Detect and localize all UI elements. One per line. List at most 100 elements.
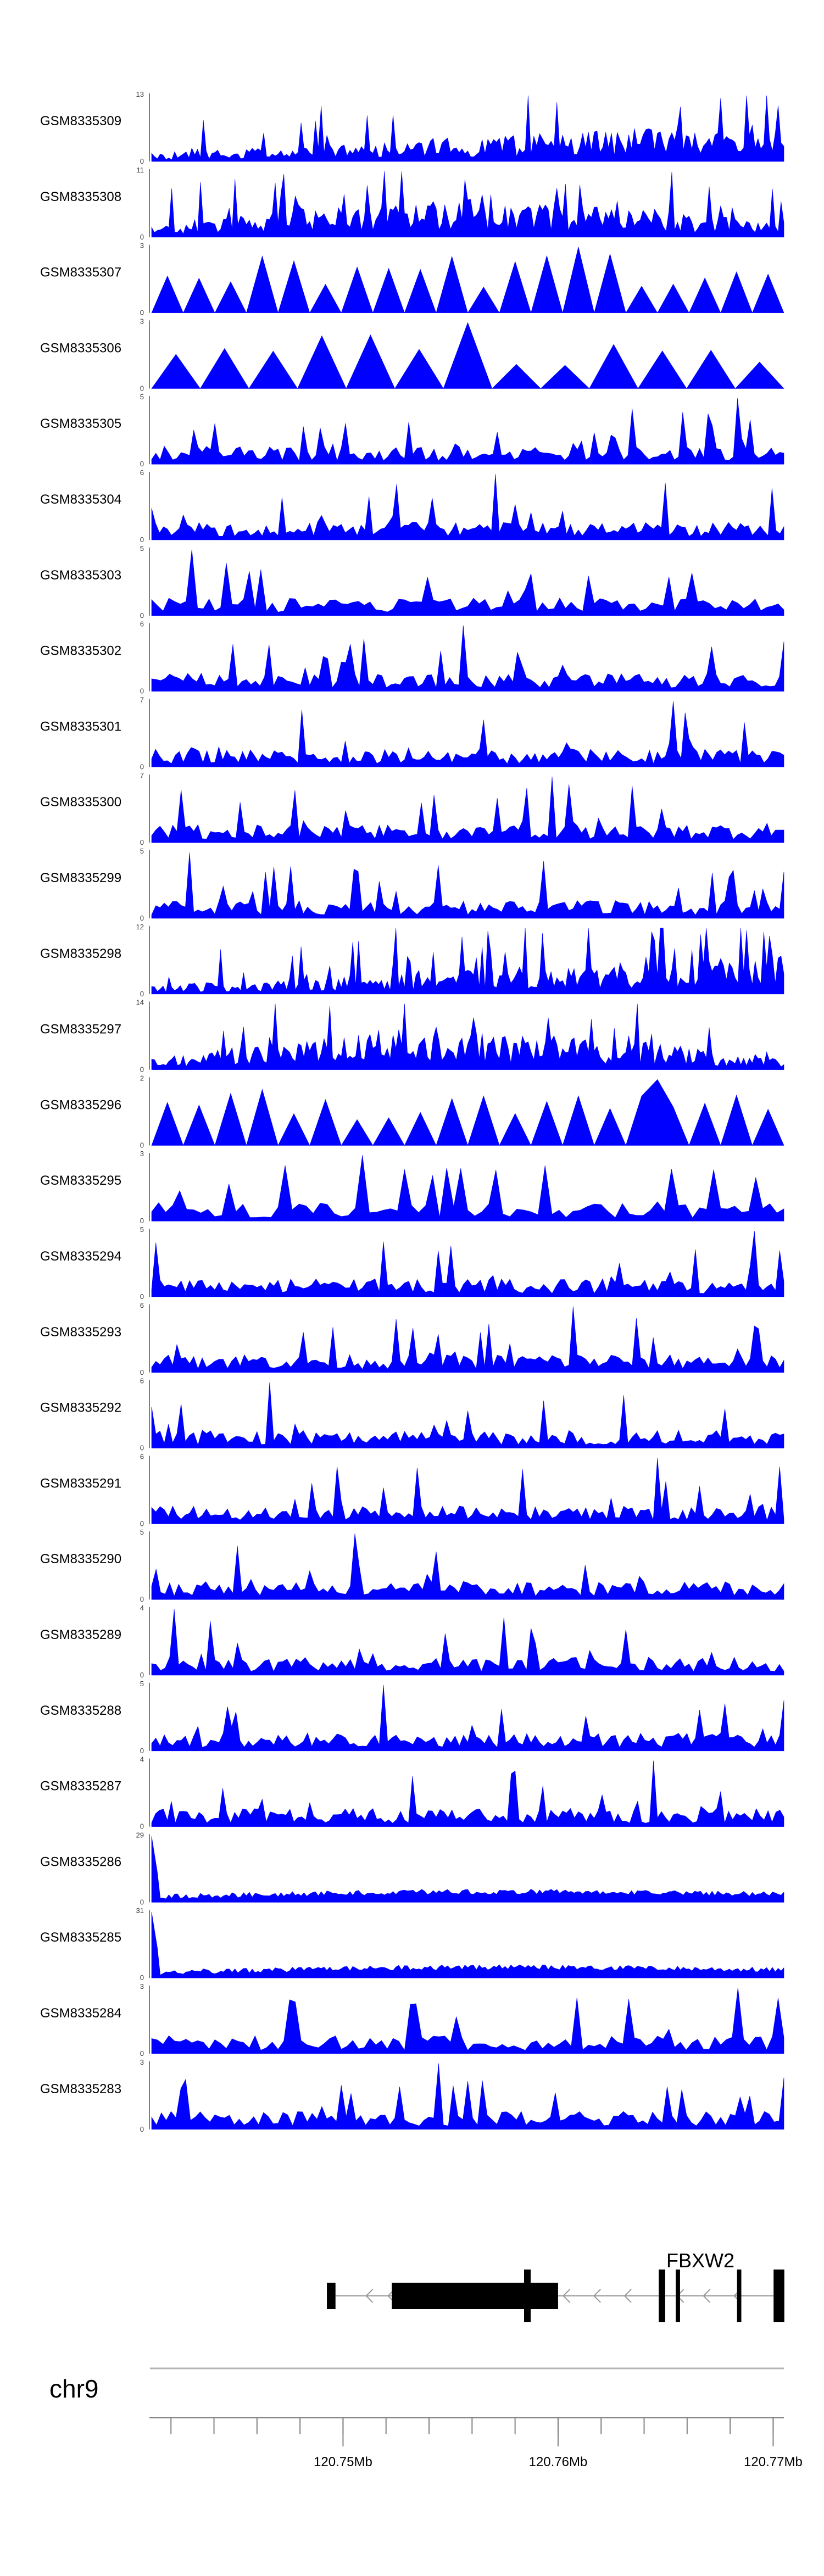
ideogram-track: chr9 — [49, 2367, 784, 2403]
coverage-area — [151, 1609, 784, 1676]
track-ymin-label: 0 — [140, 990, 144, 998]
track-ymin-label: 0 — [140, 838, 144, 846]
track-ymin-label: 0 — [140, 611, 144, 620]
track-name-label: GSM8335284 — [40, 2006, 121, 2021]
strand-arrow — [593, 2289, 601, 2303]
track-ymin-label: 0 — [140, 1671, 144, 1679]
track-name-label: GSM8335294 — [40, 1249, 121, 1264]
coverage-area — [151, 1836, 784, 1903]
track-name-label: GSM8335287 — [40, 1779, 121, 1794]
track-ymin-label: 0 — [140, 1444, 144, 1452]
track-name-label: GSM8335308 — [40, 189, 121, 204]
coverage-track: GSM8335290 5 0 — [40, 1528, 784, 1603]
coverage-track: GSM8335299 5 0 — [40, 847, 784, 922]
coverage-track: GSM8335294 5 0 — [40, 1225, 784, 1301]
gene-exon — [737, 2270, 742, 2322]
track-name-label: GSM8335298 — [40, 946, 121, 961]
track-name-label: GSM8335305 — [40, 416, 121, 431]
track-ymin-label: 0 — [140, 309, 144, 317]
track-name-label: GSM8335293 — [40, 1325, 121, 1340]
coverage-track: GSM8335284 3 0 — [40, 1982, 784, 2058]
track-ymin-label: 0 — [140, 687, 144, 695]
strand-arrow — [623, 2289, 632, 2303]
coverage-track: GSM8335305 5 0 — [40, 393, 784, 468]
coverage-area — [151, 852, 784, 919]
coverage-track: GSM8335308 11 0 — [40, 166, 784, 241]
coverage-track: GSM8335301 7 0 — [40, 695, 784, 771]
coverage-area — [151, 1534, 784, 1600]
coverage-area — [151, 1155, 784, 1222]
track-ymin-label: 0 — [140, 1292, 144, 1301]
track-ymin-label: 0 — [140, 1066, 144, 1074]
track-name-label: GSM8335290 — [40, 1552, 121, 1566]
coverage-area — [151, 322, 784, 389]
gene-exon — [773, 2270, 784, 2322]
track-name-label: GSM8335301 — [40, 719, 121, 734]
track-ymax-label: 4 — [140, 1604, 144, 1612]
coverage-area — [151, 625, 784, 692]
coverage-area — [151, 1382, 784, 1448]
coverage-area — [151, 928, 784, 995]
coverage-track: GSM8335303 5 0 — [40, 544, 784, 620]
track-name-label: GSM8335292 — [40, 1401, 121, 1415]
track-name-label: GSM8335295 — [40, 1173, 121, 1188]
track-ymax-label: 6 — [140, 620, 144, 628]
track-ymax-label: 5 — [140, 847, 144, 855]
coverage-area — [151, 1230, 784, 1297]
genome-axis: 120.75Mb 120.76Mb 120.77Mb — [149, 2417, 803, 2469]
track-ymax-label: 6 — [140, 1301, 144, 1309]
strand-arrow — [563, 2289, 571, 2303]
strand-arrow — [703, 2289, 711, 2303]
gene-exon — [392, 2283, 558, 2309]
track-name-label: GSM8335302 — [40, 644, 121, 659]
coverage-track: GSM8335286 29 0 — [40, 1831, 784, 1906]
track-name-label: GSM8335288 — [40, 1703, 121, 1718]
track-ymax-label: 5 — [140, 393, 144, 401]
coverage-area — [151, 247, 784, 314]
track-ymin-label: 0 — [140, 2049, 144, 2058]
track-ymin-label: 0 — [140, 914, 144, 922]
track-name-label: GSM8335309 — [40, 114, 121, 129]
coverage-track: GSM8335300 7 0 — [40, 771, 784, 846]
coverage-area — [151, 777, 784, 843]
coverage-track: GSM8335307 3 0 — [40, 242, 784, 317]
track-ymax-label: 7 — [140, 771, 144, 779]
track-ymax-label: 3 — [140, 1150, 144, 1158]
axis-tick-label: 120.75Mb — [314, 2455, 372, 2469]
track-ymin-label: 0 — [140, 1898, 144, 1906]
gene-exon — [659, 2270, 665, 2322]
track-ymax-label: 4 — [140, 1755, 144, 1764]
track-ymax-label: 31 — [136, 1906, 144, 1915]
coverage-area — [151, 701, 784, 767]
track-ymin-label: 0 — [140, 1595, 144, 1603]
coverage-track: GSM8335288 5 0 — [40, 1680, 784, 1755]
coverage-area — [151, 398, 784, 465]
coverage-track: GSM8335293 6 0 — [40, 1301, 784, 1376]
track-name-label: GSM8335304 — [40, 492, 121, 507]
coverage-track: GSM8335289 4 0 — [40, 1604, 784, 1679]
track-name-label: GSM8335299 — [40, 871, 121, 885]
coverage-area — [151, 1760, 784, 1827]
track-ymax-label: 3 — [140, 1982, 144, 1990]
coverage-area — [151, 171, 784, 238]
track-ymax-label: 12 — [136, 923, 144, 931]
track-ymin-label: 0 — [140, 460, 144, 468]
track-name-label: GSM8335306 — [40, 341, 121, 355]
track-ymax-label: 7 — [140, 695, 144, 704]
coverage-track: GSM8335295 3 0 — [40, 1150, 784, 1225]
coverage-area — [151, 95, 784, 162]
track-ymax-label: 3 — [140, 317, 144, 325]
track-ymax-label: 11 — [137, 166, 144, 174]
coverage-area — [151, 1987, 784, 2054]
track-ymax-label: 6 — [140, 1377, 144, 1385]
coverage-tracks: GSM8335309130GSM8335308110GSM833530730GS… — [40, 90, 784, 2133]
coverage-track: GSM8335296 2 0 — [40, 1074, 784, 1149]
track-name-label: GSM8335286 — [40, 1854, 121, 1869]
track-ymin-label: 0 — [140, 384, 144, 392]
track-name-label: GSM8335289 — [40, 1627, 121, 1642]
gene-exon-utr — [524, 2270, 531, 2322]
track-ymin-label: 0 — [140, 536, 144, 544]
gene-track: FBXW2 — [327, 2249, 784, 2322]
coverage-area — [151, 1912, 784, 1978]
